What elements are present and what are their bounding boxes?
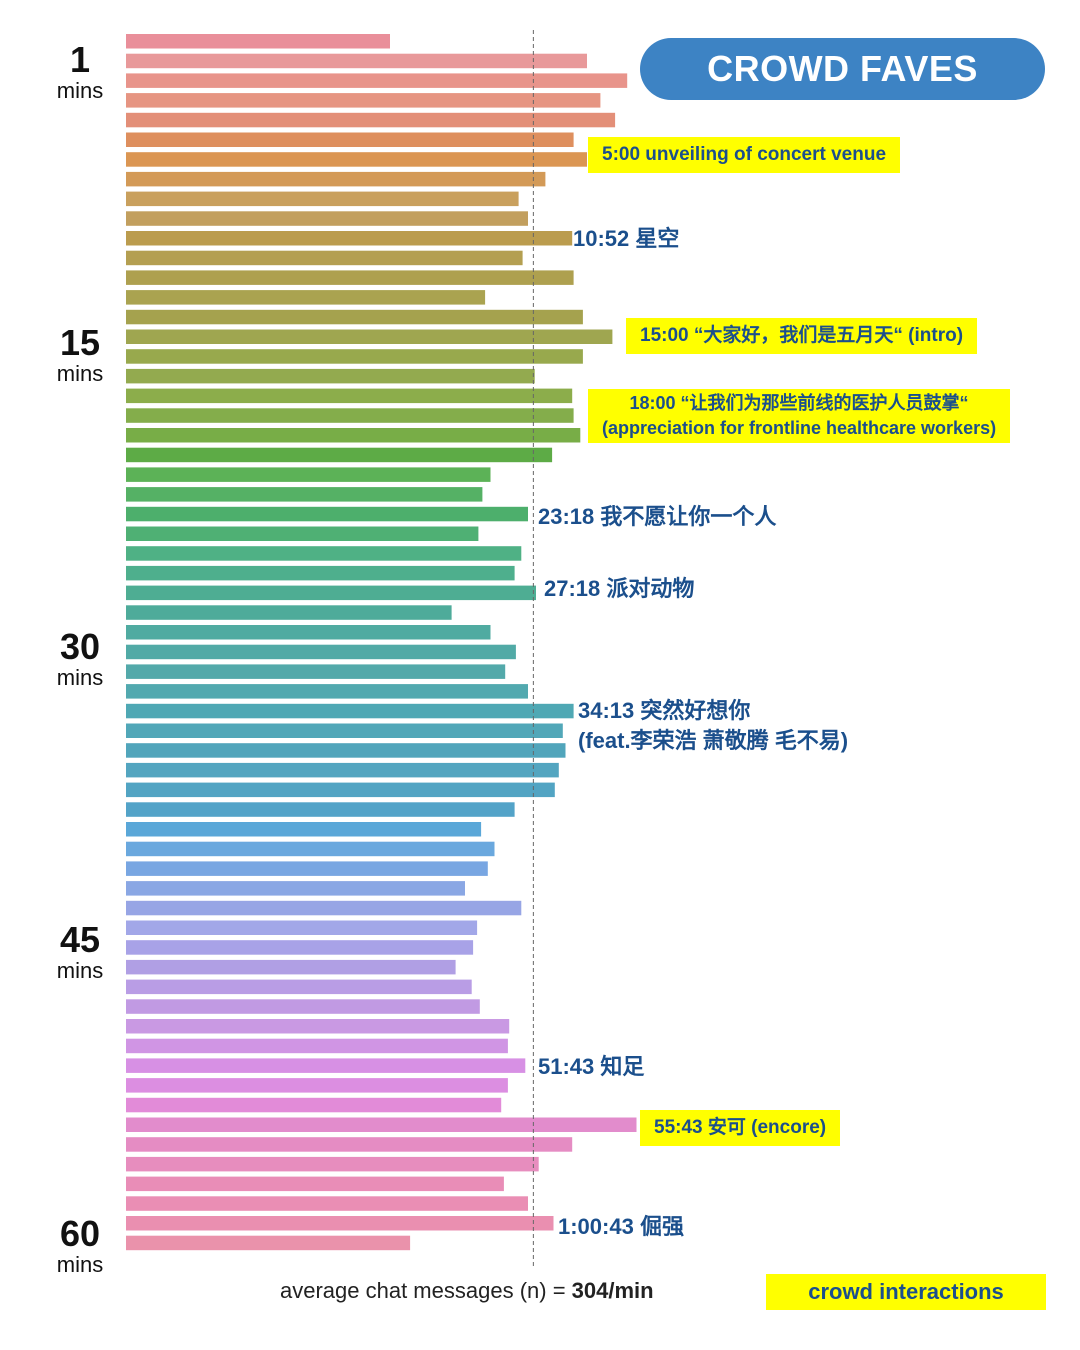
bar-minute-16: [126, 329, 613, 344]
annotation-encore: 55:43 安可 (encore): [640, 1110, 841, 1146]
y-tick-value: 15: [59, 322, 101, 363]
bar-minute-9: [126, 191, 519, 207]
annotation-song-zhizu: 51:43 知足: [538, 1054, 645, 1079]
bar-minute-30: [126, 605, 452, 620]
bar-minute-47: [126, 940, 474, 955]
average-value: 304/min: [571, 1278, 654, 1303]
bar-minute-51: [126, 1019, 510, 1034]
annotation-song-turan: 34:13 突然好想你 (feat.李荣浩 萧敬腾 毛不易): [578, 696, 848, 756]
bar-minute-14: [126, 290, 486, 305]
bar-minute-37: [126, 743, 566, 758]
bar-minute-19: [126, 388, 573, 404]
bar-minute-25: [126, 506, 528, 522]
bar-minute-27: [126, 546, 522, 561]
chart-title-badge: CROWD FAVES: [640, 38, 1045, 100]
bar-minute-12: [126, 250, 523, 266]
bar-minute-4: [126, 93, 601, 108]
bar-minute-29: [126, 585, 536, 601]
average-label: average chat messages (n) = 304/min: [280, 1278, 654, 1304]
bar-minute-28: [126, 565, 515, 581]
bar-minute-38: [126, 762, 559, 778]
bar-minute-24: [126, 487, 483, 502]
bar-minute-41: [126, 822, 482, 837]
legend-crowd-interactions: crowd interactions: [766, 1274, 1046, 1310]
annotation-song-juejiang: 1:00:43 倔强: [558, 1214, 684, 1239]
bar-minute-56: [126, 1117, 637, 1132]
bar-minute-3: [126, 73, 628, 88]
bar-minute-8: [126, 171, 546, 187]
annotation-venue-unveiling: 5:00 unveiling of concert venue: [588, 137, 901, 173]
bar-minute-11: [126, 231, 573, 246]
bar-minute-39: [126, 782, 555, 798]
bar-minute-62: [126, 1235, 411, 1251]
y-tick-unit: mins: [56, 78, 104, 103]
bar-minute-23: [126, 467, 491, 482]
bar-minute-52: [126, 1038, 508, 1054]
bar-minute-42: [126, 841, 495, 857]
bar-minute-61: [126, 1216, 554, 1231]
bar-minute-40: [126, 802, 515, 817]
annotation-line: (appreciation for frontline healthcare w…: [602, 418, 997, 438]
bar-minute-13: [126, 270, 574, 285]
annotation-line: 18:00 “让我们为那些前线的医护人员鼓掌“: [629, 393, 969, 413]
y-tick-30: 30 mins: [40, 629, 120, 691]
bar-minute-55: [126, 1097, 502, 1113]
annotation-intro: 15:00 “大家好，我们是五月天“ (intro): [626, 318, 978, 354]
annotation-song-paidui: 27:18 派对动物: [544, 576, 695, 601]
y-tick-unit: mins: [56, 361, 104, 386]
bar-minute-53: [126, 1058, 526, 1073]
bar-minute-18: [126, 368, 535, 384]
bar-minute-44: [126, 881, 465, 896]
y-tick-60: 60 mins: [40, 1216, 120, 1278]
bar-minute-57: [126, 1137, 573, 1152]
bar-minute-5: [126, 112, 616, 128]
bar-minute-31: [126, 625, 491, 640]
bar-minute-35: [126, 703, 574, 719]
bar-minute-45: [126, 900, 522, 916]
bar-minute-7: [126, 152, 587, 167]
bar-minute-58: [126, 1156, 539, 1172]
bar-minute-36: [126, 723, 563, 738]
bar-minute-10: [126, 211, 528, 226]
annotation-line: 34:13 突然好想你: [578, 698, 751, 723]
y-tick-value: 1: [69, 39, 91, 80]
bar-minute-49: [126, 979, 472, 995]
bar-minute-20: [126, 408, 574, 423]
y-tick-value: 45: [59, 919, 101, 960]
bar-minute-6: [126, 132, 574, 147]
annotation-song-xingkong: 10:52 星空: [573, 226, 680, 251]
bar-minute-32: [126, 644, 516, 660]
average-text: average chat messages (n) =: [280, 1278, 572, 1303]
bar-minute-43: [126, 861, 488, 876]
bar-minute-33: [126, 664, 506, 679]
y-tick-value: 30: [59, 626, 101, 667]
y-tick-15: 15 mins: [40, 325, 120, 387]
annotation-healthcare-appreciation: 18:00 “让我们为那些前线的医护人员鼓掌“ (appreciation fo…: [588, 389, 1011, 443]
bar-minute-2: [126, 53, 587, 69]
bar-minute-1: [126, 34, 390, 49]
y-tick-45: 45 mins: [40, 922, 120, 984]
bar-minute-60: [126, 1196, 528, 1211]
bar-minute-22: [126, 447, 553, 463]
annotation-line: (feat.李荣浩 萧敬腾 毛不易): [578, 728, 849, 753]
bar-minute-15: [126, 309, 583, 325]
bar-minute-34: [126, 684, 528, 699]
bar-minute-59: [126, 1176, 504, 1192]
bar-minute-50: [126, 999, 480, 1014]
y-tick-unit: mins: [56, 1252, 104, 1277]
bar-minute-46: [126, 920, 478, 935]
bar-minute-54: [126, 1078, 508, 1093]
y-tick-unit: mins: [56, 958, 104, 983]
y-tick-1: 1 mins: [40, 42, 120, 104]
bar-minute-21: [126, 428, 581, 443]
y-tick-value: 60: [59, 1213, 101, 1254]
annotation-song-buyuan: 23:18 我不愿让你一个人: [538, 504, 777, 529]
bar-minute-26: [126, 526, 479, 541]
bar-minute-17: [126, 349, 583, 364]
bar-minute-48: [126, 959, 456, 975]
y-tick-unit: mins: [56, 665, 104, 690]
